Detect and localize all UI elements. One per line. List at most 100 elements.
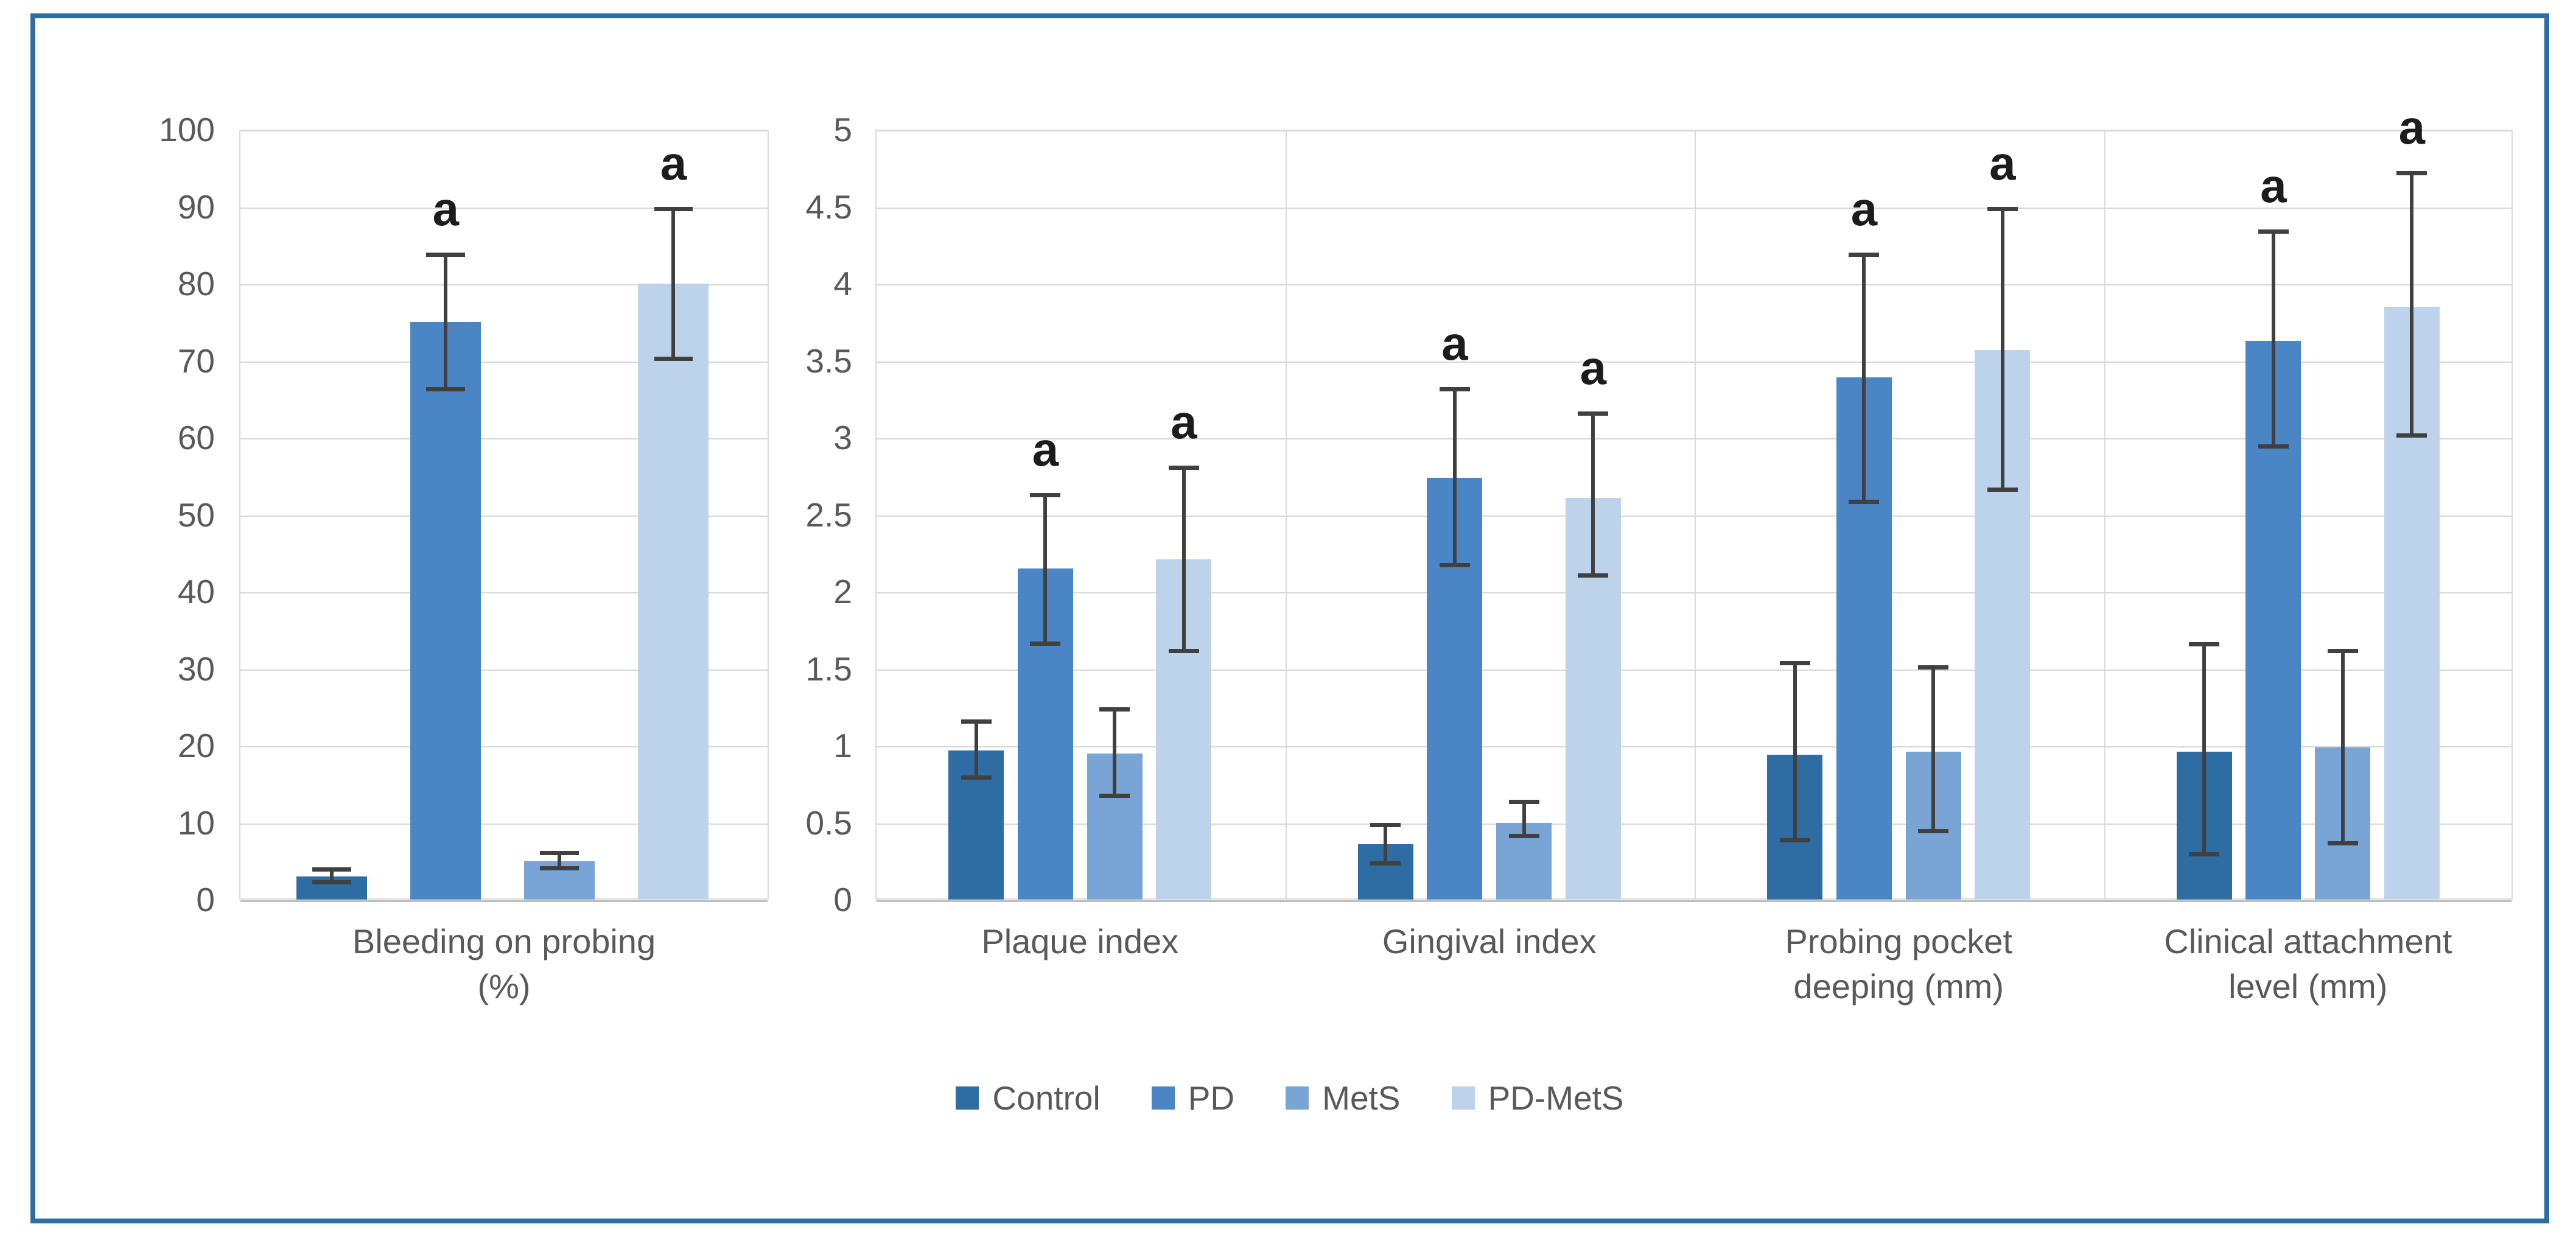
y-axis-tick-label: 90 xyxy=(177,187,215,226)
significance-letter: a xyxy=(432,182,459,236)
error-bar-cap-top xyxy=(1030,493,1061,498)
y-axis-tick-label: 10 xyxy=(177,803,215,842)
legend-label: MetS xyxy=(1322,1079,1401,1117)
error-bar-cap-top xyxy=(2189,642,2220,647)
legend-item-mets: MetS xyxy=(1286,1079,1401,1117)
category-separator-line xyxy=(2104,131,2105,898)
error-bar xyxy=(1099,707,1130,799)
legend-item-pd-mets: PD-MetS xyxy=(1451,1079,1624,1117)
error-bar xyxy=(2258,229,2289,449)
error-bar xyxy=(1987,206,2018,492)
error-bar-cap-bottom xyxy=(1849,499,1880,504)
error-bar-cap-top xyxy=(2396,171,2427,176)
error-bar-stem xyxy=(558,851,562,870)
y-axis-tick-label: 0 xyxy=(833,881,852,918)
error-bar-stem xyxy=(671,206,676,361)
error-bar xyxy=(1779,660,1810,843)
y-axis-tick-label: 1.5 xyxy=(805,649,852,688)
error-bar-stem xyxy=(1181,465,1186,654)
gridline xyxy=(877,823,2511,825)
gridline xyxy=(240,361,768,363)
error-bar-stem xyxy=(444,253,448,392)
gridline xyxy=(877,207,2511,209)
error-bar-cap-top xyxy=(2258,229,2289,234)
gridline xyxy=(240,746,768,747)
error-bar-stem xyxy=(1793,660,1797,843)
error-bar xyxy=(1578,411,1609,578)
significance-letter: a xyxy=(2260,159,2287,213)
gridline xyxy=(877,746,2511,747)
error-bar-cap-bottom xyxy=(540,866,579,870)
error-bar-cap-top xyxy=(1168,465,1199,470)
error-bar-cap-top xyxy=(1439,386,1470,391)
y-axis-tick-label: 100 xyxy=(159,111,215,149)
error-bar xyxy=(1918,665,1949,834)
error-bar-stem xyxy=(974,719,978,780)
error-bar-cap-bottom xyxy=(1779,838,1810,843)
y-axis-tick-label: 3 xyxy=(833,419,852,456)
gridline xyxy=(240,592,768,593)
error-bar-cap-top xyxy=(540,851,579,856)
legend-swatch-icon xyxy=(1286,1086,1309,1110)
error-bar-cap-bottom xyxy=(961,775,992,780)
error-bar-cap-bottom xyxy=(2396,433,2427,438)
category-label: Probing pocket deeping (mm) xyxy=(1785,922,2013,1005)
error-bar xyxy=(1168,465,1199,654)
significance-letter: a xyxy=(1171,394,1197,449)
error-bar xyxy=(540,851,579,870)
error-bar-cap-top xyxy=(1099,707,1130,712)
error-bar-stem xyxy=(1862,253,1866,504)
error-bar-cap-top xyxy=(1370,822,1401,827)
error-bar-cap-bottom xyxy=(1099,794,1130,799)
error-bar xyxy=(312,867,352,884)
error-bar-cap-bottom xyxy=(312,880,352,884)
error-bar xyxy=(1030,493,1061,646)
gridline xyxy=(240,669,768,671)
legend-swatch-icon xyxy=(1151,1086,1175,1110)
error-bar-cap-top xyxy=(312,867,352,872)
error-bar-stem xyxy=(2410,171,2414,438)
error-bar-stem xyxy=(2202,642,2207,857)
error-bar-cap-top xyxy=(1987,206,2018,211)
error-bar-cap-top xyxy=(426,253,466,257)
error-bar xyxy=(1439,386,1470,567)
gridline xyxy=(240,207,768,209)
significance-letter: a xyxy=(1032,422,1059,477)
y-axis-tick-label: 5 xyxy=(833,111,852,149)
gridline xyxy=(877,669,2511,671)
error-bar xyxy=(2396,171,2427,438)
error-bar-cap-bottom xyxy=(1918,829,1949,834)
y-axis-tick-label: 3.5 xyxy=(805,341,852,380)
error-bar xyxy=(1508,799,1539,838)
y-axis-tick-label: 70 xyxy=(177,341,215,380)
legend-swatch-icon xyxy=(1451,1086,1475,1110)
y-axis-tick-label: 30 xyxy=(177,649,215,688)
error-bar-stem xyxy=(1452,386,1457,567)
y-axis-tick-label: 4 xyxy=(833,265,852,303)
y-axis-tick-label: 0 xyxy=(196,881,215,918)
significance-letter: a xyxy=(1580,340,1606,394)
bar-pd-mets-1 xyxy=(638,284,709,900)
gridline xyxy=(877,130,2511,131)
gridline xyxy=(877,284,2511,285)
error-bar xyxy=(1849,253,1880,504)
legend-label: Control xyxy=(992,1079,1101,1117)
significance-letter: a xyxy=(2398,100,2425,155)
plot-area xyxy=(875,130,2513,902)
error-bar-cap-bottom xyxy=(1578,573,1609,578)
error-bar-stem xyxy=(2000,206,2004,492)
gridline xyxy=(877,515,2511,517)
legend-item-pd: PD xyxy=(1151,1079,1234,1117)
figure-border-frame: 0 10 20 30 40 50 60 70 80 90 100 a a Bleeding on prob… xyxy=(30,13,2549,1223)
gridline xyxy=(877,592,2511,593)
error-bar-stem xyxy=(330,867,334,884)
error-bar-cap-bottom xyxy=(2327,841,2358,846)
gridline xyxy=(240,284,768,285)
category-separator-line xyxy=(1695,131,1696,898)
error-bar-stem xyxy=(1591,411,1595,578)
error-bar xyxy=(2189,642,2220,857)
category-label: Plaque index xyxy=(981,922,1179,960)
gridline xyxy=(877,361,2511,363)
error-bar xyxy=(961,719,992,780)
